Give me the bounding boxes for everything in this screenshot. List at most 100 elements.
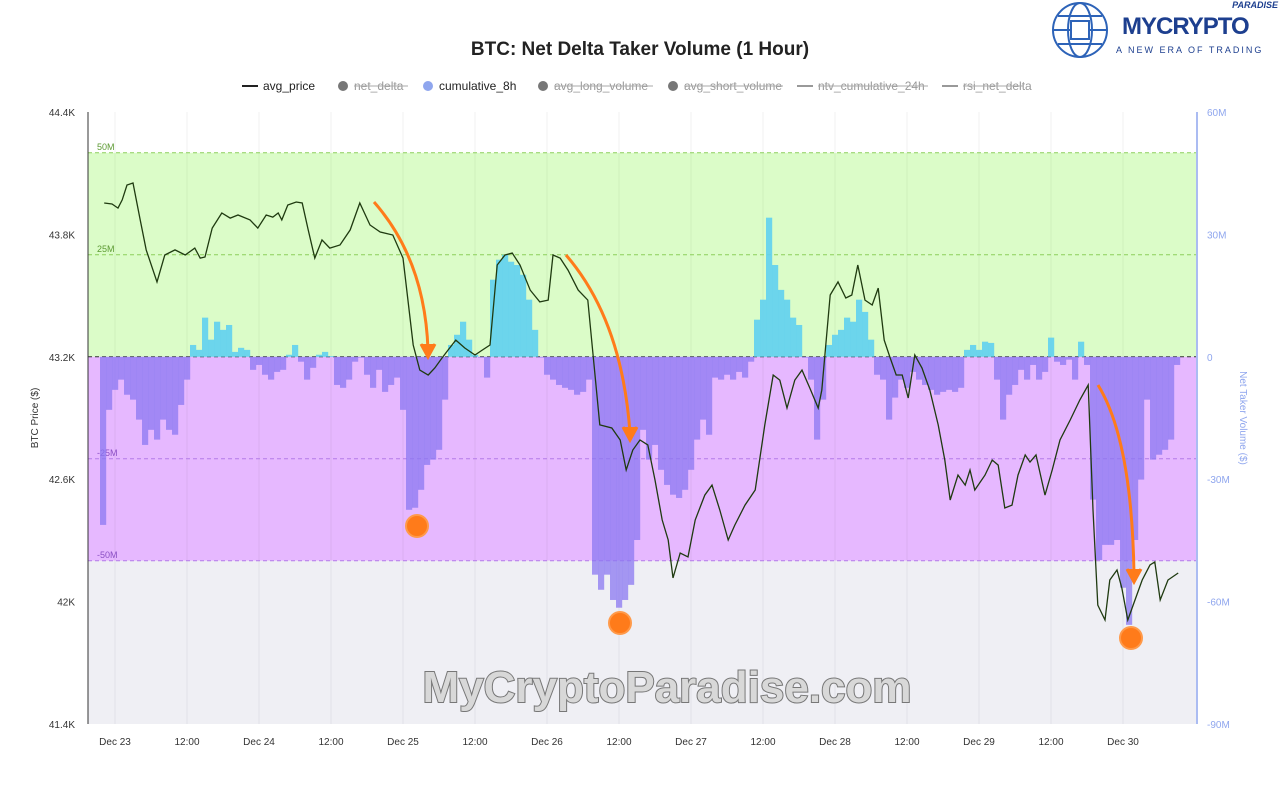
net-delta-bar: [964, 349, 971, 357]
net-delta-bar: [358, 356, 365, 358]
net-delta-bar: [160, 356, 167, 420]
net-delta-bar: [784, 299, 791, 357]
net-delta-bar: [1096, 356, 1103, 560]
net-delta-bar: [754, 319, 761, 357]
legend-item-cumulative-8h[interactable]: cumulative_8h: [423, 79, 516, 93]
x-tick-label: Dec 30: [1107, 737, 1139, 748]
net-delta-bar: [220, 329, 227, 357]
net-delta-bar: [796, 324, 803, 357]
y2-tick-label: -60M: [1207, 598, 1230, 609]
net-delta-bar: [262, 356, 269, 375]
net-delta-bar: [400, 356, 407, 410]
net-delta-bar: [1156, 356, 1163, 455]
net-delta-bar: [1072, 356, 1079, 380]
net-delta-bar: [976, 349, 983, 357]
legend-dot-icon: [338, 81, 348, 91]
legend-item-avg-long-volume[interactable]: avg_long_volume: [538, 79, 653, 93]
low-marker: [1119, 626, 1143, 650]
x-tick-label: Dec 28: [819, 737, 851, 748]
net-delta-bar: [772, 265, 779, 357]
net-delta-bar: [592, 356, 599, 575]
net-delta-bar: [454, 334, 461, 357]
net-delta-bar: [118, 356, 125, 380]
net-delta-bar: [340, 356, 347, 388]
net-delta-bar: [628, 356, 635, 585]
net-delta-bar: [658, 356, 665, 470]
logo: PARADISE MYCRYPTO A NEW ERA OF TRADING: [1052, 0, 1279, 58]
net-delta-bar: [322, 351, 329, 357]
net-delta-bar: [418, 356, 425, 490]
y2-tick-label: 30M: [1207, 230, 1226, 241]
net-delta-bar: [106, 356, 113, 410]
net-delta-bar: [142, 356, 149, 445]
net-delta-bar: [388, 356, 395, 385]
x-tick-label: 12:00: [1038, 737, 1063, 748]
net-delta-bar: [544, 356, 551, 375]
net-delta-bar: [256, 356, 263, 365]
net-delta-bar: [436, 356, 443, 450]
net-delta-bar: [676, 356, 683, 498]
y-tick-label: 43.2K: [49, 353, 75, 364]
legend-item-avg-short-volume[interactable]: avg_short_volume: [668, 79, 783, 93]
net-delta-bar: [238, 347, 245, 357]
net-delta-bar: [1168, 356, 1175, 440]
net-delta-bar: [298, 356, 305, 362]
net-delta-bar: [412, 356, 419, 508]
y-tick-label: 44.4K: [49, 108, 75, 119]
net-delta-bar: [244, 349, 251, 357]
net-delta-bar: [706, 356, 713, 435]
net-delta-bar: [1174, 356, 1181, 365]
low-marker: [608, 611, 632, 635]
net-delta-bar: [1006, 356, 1013, 395]
net-delta-bar: [1108, 356, 1115, 545]
net-delta-bar: [1054, 356, 1061, 362]
net-delta-bar: [466, 339, 473, 357]
net-delta-bar: [598, 356, 605, 590]
legend-item-rsi-net-delta[interactable]: rsi_net_delta: [942, 79, 1032, 93]
annotation-markers: [405, 514, 1143, 650]
net-delta-bar: [154, 356, 161, 440]
legend-item-avg-price[interactable]: avg_price: [242, 79, 315, 93]
net-delta-bar: [268, 356, 275, 380]
logo-sub: PARADISE: [1232, 0, 1279, 10]
legend-item-ntv-cumulative-24h[interactable]: ntv_cumulative_24h: [797, 79, 928, 93]
net-delta-bar: [568, 356, 575, 390]
net-delta-bar: [886, 356, 893, 420]
net-delta-bar: [1150, 356, 1157, 460]
net-delta-bar: [100, 356, 107, 525]
net-delta-bar: [850, 321, 857, 357]
x-tick-label: Dec 25: [387, 737, 419, 748]
x-tick-label: 12:00: [750, 737, 775, 748]
net-delta-bar: [1024, 356, 1031, 380]
annotation-arrowhead: [419, 343, 437, 361]
net-delta-bar: [190, 344, 197, 357]
net-delta-bar: [532, 329, 539, 357]
net-delta-bar: [1102, 356, 1109, 545]
annotation-arrow: [1096, 384, 1136, 576]
net-delta-bar: [520, 274, 527, 357]
net-delta-bar: [1066, 356, 1073, 360]
legend-item-net-delta[interactable]: net_delta: [338, 79, 408, 93]
low-marker: [405, 514, 429, 538]
legend-dot-icon: [423, 81, 433, 91]
legend-dot-icon: [668, 81, 678, 91]
net-delta-bar: [526, 299, 533, 357]
net-delta-bar: [838, 329, 845, 357]
annotation-arrow: [372, 201, 430, 351]
net-delta-bar: [580, 356, 587, 392]
net-delta-bar: [460, 321, 467, 357]
net-delta-bar: [310, 356, 317, 368]
net-delta-bar: [988, 342, 995, 357]
net-delta-bar: [502, 254, 509, 357]
net-delta-bar: [1042, 356, 1049, 372]
net-delta-bar: [646, 356, 653, 460]
y-tick-label: 42.6K: [49, 475, 75, 486]
net-delta-bar: [352, 356, 359, 362]
y2-tick-label: -30M: [1207, 475, 1230, 486]
annotation-arrowhead: [621, 426, 639, 444]
net-delta-bar: [814, 356, 821, 440]
net-delta-bar: [472, 354, 479, 357]
net-delta-bar: [742, 356, 749, 378]
net-delta-bar: [202, 317, 209, 357]
